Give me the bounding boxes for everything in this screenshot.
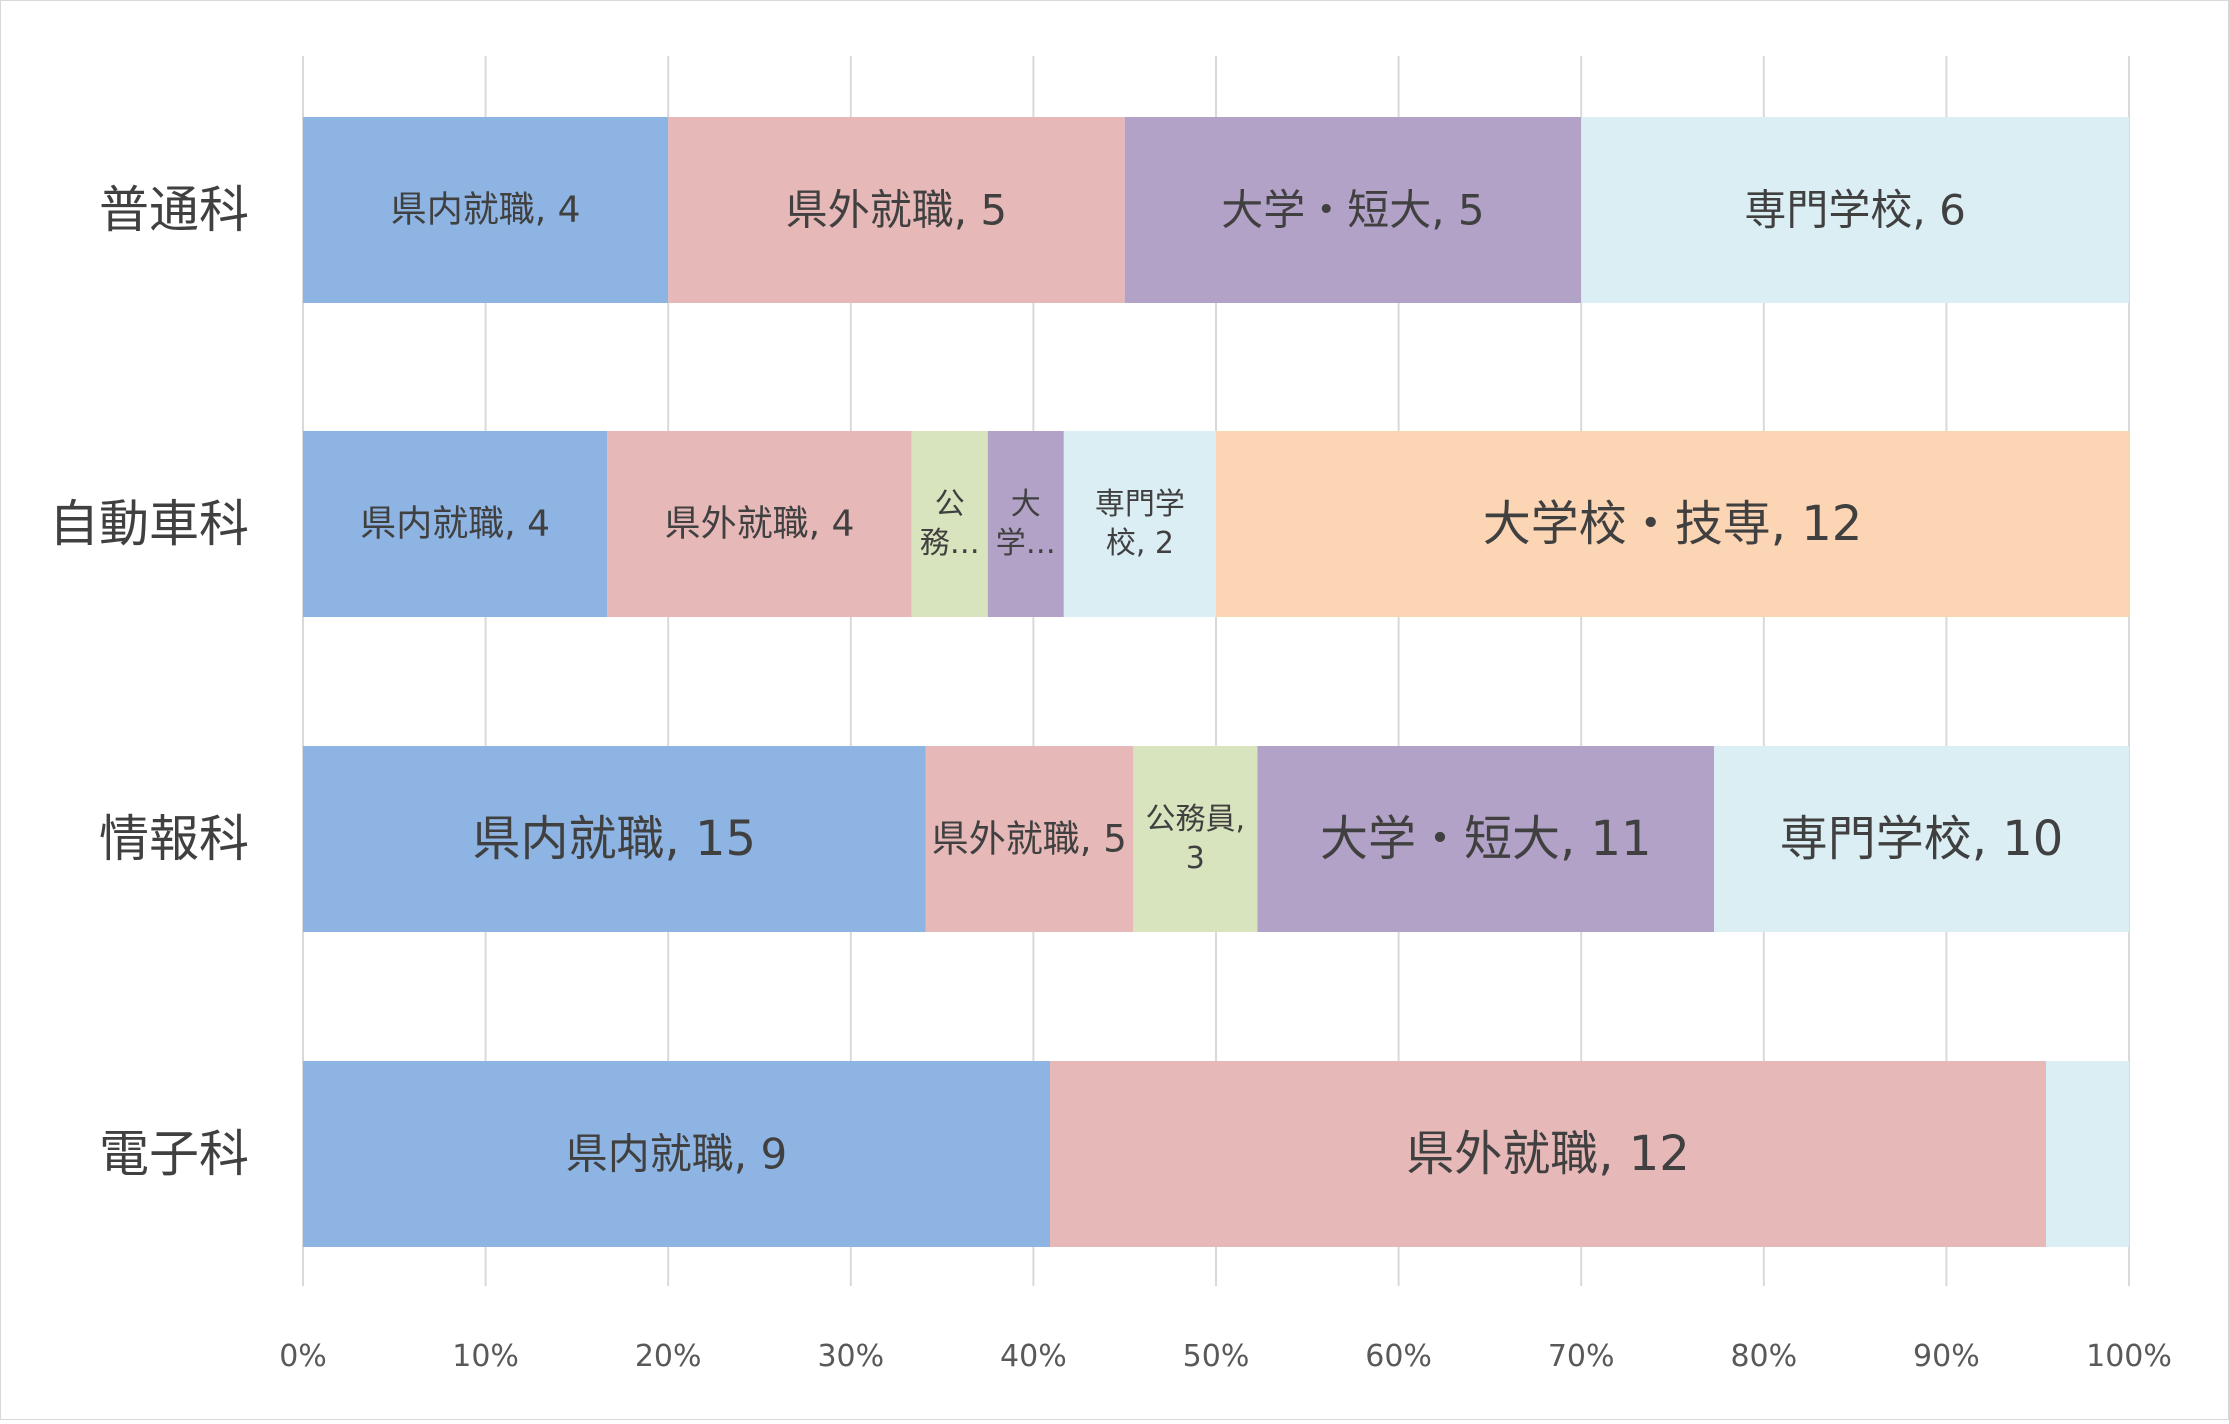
data-label: 県内就職, 15 <box>472 811 756 867</box>
data-label: 公務… <box>920 487 980 561</box>
bar-segment <box>1133 746 1258 932</box>
x-tick-label: 90% <box>1913 1339 1980 1374</box>
x-tick-label: 40% <box>1000 1339 1067 1374</box>
data-label: 大学… <box>996 487 1056 561</box>
bar-segment <box>1216 431 2129 617</box>
data-label: 県外就職, 5 <box>932 818 1127 861</box>
x-tick-label: 20% <box>635 1339 702 1374</box>
category-label: 自動車科 <box>49 495 249 553</box>
category-label: 普通科 <box>99 181 249 239</box>
category-label: 電子科 <box>99 1125 249 1183</box>
x-tick-label: 0% <box>279 1339 327 1374</box>
x-tick-label: 10% <box>452 1339 519 1374</box>
data-label: 専門学校, 10 <box>1780 811 2064 867</box>
data-label: 県内就職, 4 <box>360 504 550 545</box>
bar-segment <box>303 117 669 303</box>
data-label: 大学・短大, 5 <box>1221 186 1484 235</box>
data-labels: 県内就職, 4 県外就職, 5 大学・短大, 5 専門学校, 6 県内就職, 4 県外就職… <box>360 186 2063 1183</box>
data-label: 大学校・技専, 12 <box>1483 496 1863 552</box>
bar-segment <box>668 117 1125 303</box>
x-tick-label: 80% <box>1730 1339 1797 1374</box>
data-label: 県外就職, 12 <box>1406 1126 1690 1182</box>
x-tick-label: 70% <box>1548 1339 1615 1374</box>
data-label: 専門学校, 2 <box>1095 487 1185 561</box>
category-label: 情報科 <box>99 810 249 868</box>
data-label: 県外就職, 5 <box>786 186 1007 235</box>
bar-segment <box>911 431 988 617</box>
data-label: 大学・短大, 11 <box>1320 811 1652 867</box>
bar-segment <box>1063 431 1216 617</box>
bar-segment <box>925 746 1133 932</box>
bar-segment <box>1714 746 2129 932</box>
x-tick-label: 60% <box>1365 1339 1432 1374</box>
bar-segment <box>303 1061 1050 1247</box>
x-tick-label: 30% <box>817 1339 884 1374</box>
bar-segment <box>1257 746 1714 932</box>
data-label: 県内就職, 4 <box>391 190 581 231</box>
x-tick-label: 100% <box>2086 1339 2172 1374</box>
bar-segment <box>987 431 1064 617</box>
bar-segment <box>2046 1061 2129 1247</box>
bar-segment <box>303 431 608 617</box>
bar-segment <box>1050 1061 2046 1247</box>
bar-segment <box>607 431 912 617</box>
data-label: 専門学校, 6 <box>1744 186 1965 235</box>
bar-segment <box>303 746 926 932</box>
bar-segment <box>1124 117 1582 303</box>
data-label: 県外就職, 4 <box>665 504 855 545</box>
value-axis: 0% 10% 20% 30% 40% 50% 60% 70% 80% 90% 100% <box>279 1339 2172 1374</box>
bar-segment <box>1581 117 2129 303</box>
data-label: 県内就職, 9 <box>566 1130 787 1179</box>
data-label: 公務員, 3 <box>1145 802 1245 876</box>
bar-segments <box>303 117 2129 1247</box>
x-tick-label: 50% <box>1183 1339 1250 1374</box>
